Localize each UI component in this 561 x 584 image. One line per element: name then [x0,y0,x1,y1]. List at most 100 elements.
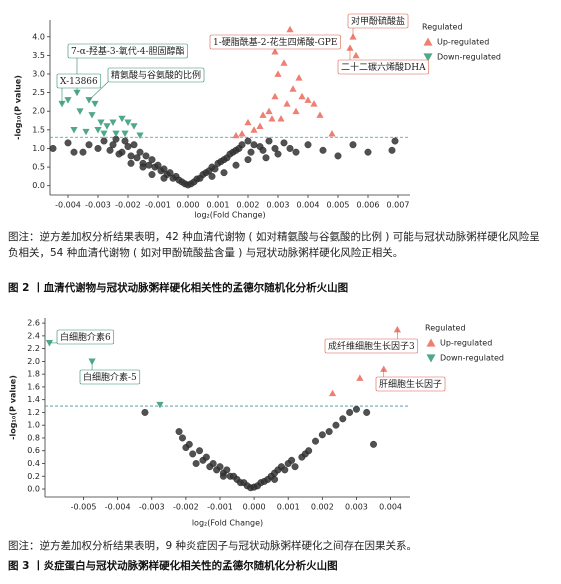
x-tick-label: -0.002 [115,201,141,210]
point [189,450,197,458]
point [136,148,144,156]
x-axis-label: log₂(Fold Change) [192,519,263,528]
y-tick-label: 1.2 [27,408,40,417]
y-tick-label: 0.6 [27,446,40,455]
point [148,171,156,178]
x-tick-label: 0.002 [311,503,334,512]
point [133,154,141,162]
x-tick-label: 0.000 [243,503,266,512]
legend-label: Down-regulated [440,354,504,363]
annotation-box [337,59,429,75]
x-tick-label: 0.005 [327,201,350,210]
point [292,148,300,156]
annotation-label: 精氨酸与谷氨酸的比例 [111,69,201,81]
x-tick-label: 0.001 [277,503,300,512]
point [259,146,267,154]
point [250,141,258,149]
x-tick-label: 0.004 [379,503,402,512]
point [244,137,252,145]
point [328,129,336,137]
point [179,434,186,442]
point [142,152,150,160]
point [88,112,96,119]
annotation-label: 二十二碳六烯酸DHA [341,61,426,73]
annotation-label: 7-α-羟基-3-氧代-4-胆固醇酯 [71,45,185,57]
point [304,96,312,103]
point [58,100,66,108]
x-tick-label: 0.004 [297,201,320,210]
point [103,123,111,130]
annotation-leader [88,81,109,101]
y-tick-label: 2.0 [32,107,45,116]
point [85,97,93,104]
legend-label: Down-regulated [437,53,501,62]
point [196,447,203,455]
y-tick-label: 0.5 [32,163,45,172]
annotation-box [347,13,409,29]
y-tick-label: 2.5 [32,88,45,97]
point [286,145,294,152]
point [211,165,219,173]
y-tick-label: 2.2 [27,344,40,353]
point [121,137,129,145]
x-tick-label: 0.007 [387,201,410,210]
y-tick-label: 0.2 [27,472,40,481]
point [160,165,168,173]
point [208,172,216,180]
point [141,408,149,416]
point [256,122,264,129]
point [232,161,240,169]
point [232,131,240,139]
point [100,137,108,145]
x-axis-label: log₂(Fold Change) [194,211,265,220]
y-tick-label: 1.5 [32,125,45,134]
point [310,100,318,107]
x-tick-label: 0.006 [357,201,380,210]
annotation-label: X-13866 [60,77,98,87]
point [391,137,399,145]
point [352,405,360,413]
point [352,51,360,59]
point [112,130,120,138]
point [70,148,78,156]
legend-title: Regulated [425,324,466,333]
x-tick-label: -0.005 [71,503,97,512]
legend-marker [423,53,433,62]
y-tick-label: 2.4 [27,331,40,340]
point [156,401,164,409]
point [82,128,90,136]
point [130,123,138,130]
point [209,460,217,467]
point [346,408,354,416]
point [94,145,102,152]
point [121,130,129,138]
x-tick-label: 0.003 [267,201,290,210]
point [259,111,267,118]
point [160,174,168,182]
point [109,119,117,126]
point [280,59,288,66]
point [219,472,227,480]
legend-title: Regulated [422,23,463,32]
point [305,447,313,455]
point [364,148,372,156]
point [291,463,299,471]
point [304,141,312,149]
point [265,137,273,145]
y-tick-label: 2.6 [27,319,40,328]
point [334,152,342,160]
point [223,466,231,474]
figure-note: 图注：逆方差加权分析结果表明，9 种炎症因子与冠状动脉粥样硬化之间存在因果关系。 [8,540,418,552]
y-tick-label: 1.6 [27,382,40,391]
y-tick-label: 1.0 [32,144,45,153]
point [64,139,72,147]
point [79,148,87,156]
point [286,25,294,33]
x-tick-label: -0.001 [145,201,171,210]
point [319,146,327,154]
point [244,156,252,164]
point [380,365,388,372]
point [312,437,319,445]
y-tick-label: 0.0 [32,181,45,190]
y-axis-label: -log₁₀(P value) [14,75,23,140]
